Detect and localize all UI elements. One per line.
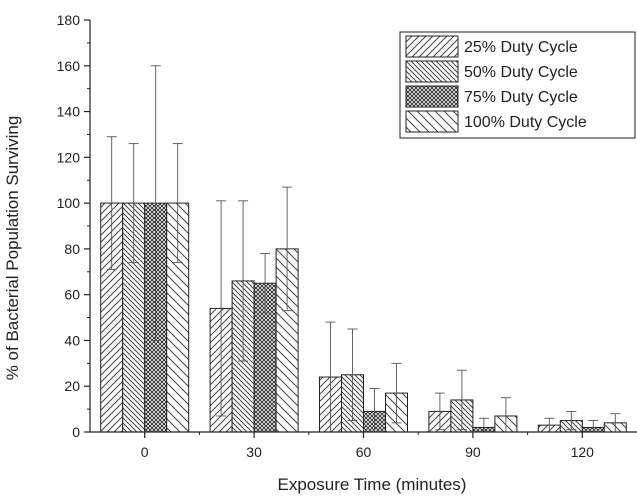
y-tick-label: 0 <box>72 424 80 440</box>
legend-label: 100% Duty Cycle <box>464 114 587 131</box>
y-tick-label: 80 <box>64 241 80 257</box>
y-axis-ticks: 0 20 40 60 80 100 120 140 160 180 <box>57 12 90 440</box>
x-tick-label: 30 <box>246 444 262 460</box>
legend-label: 25% Duty Cycle <box>464 39 578 56</box>
legend-swatch <box>405 110 459 133</box>
x-tick-label: 120 <box>571 444 595 460</box>
x-axis-title: Exposure Time (minutes) <box>278 475 467 494</box>
legend: 25% Duty Cycle 50% Duty Cycle 75% Duty Cyc… <box>399 31 636 139</box>
bar-series-group <box>100 202 627 433</box>
legend-swatch <box>405 60 459 83</box>
x-tick-label: 0 <box>141 444 149 460</box>
y-axis-title: % of Bacterial Population Surviving <box>3 116 22 381</box>
y-tick-label: 40 <box>64 332 80 348</box>
legend-swatch <box>405 85 459 108</box>
y-tick-label: 20 <box>64 378 80 394</box>
legend-label: 75% Duty Cycle <box>464 89 578 106</box>
y-tick-label: 120 <box>57 149 81 165</box>
x-tick-label: 90 <box>465 444 481 460</box>
y-tick-label: 100 <box>57 195 81 211</box>
legend-swatch <box>405 35 459 58</box>
legend-label: 50% Duty Cycle <box>464 64 578 81</box>
y-tick-label: 180 <box>57 12 81 28</box>
y-tick-label: 140 <box>57 104 81 120</box>
x-tick-label: 60 <box>356 444 372 460</box>
y-tick-label: 60 <box>64 287 80 303</box>
x-axis-ticks: 0 30 60 90 120 <box>141 432 594 460</box>
y-tick-label: 160 <box>57 58 81 74</box>
